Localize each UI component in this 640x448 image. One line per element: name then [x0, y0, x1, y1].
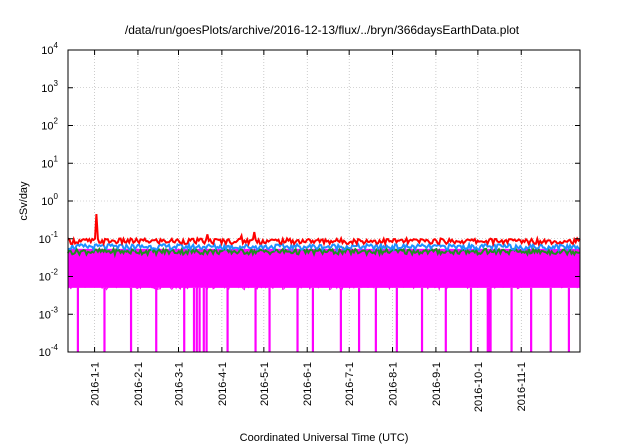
- dropout-bar: [296, 287, 299, 352]
- y-tick-label: 101: [41, 154, 58, 170]
- dropout-bar: [488, 287, 491, 352]
- series-line-path: [67, 241, 581, 253]
- dropout-bar: [395, 287, 398, 352]
- dropout-bar: [195, 287, 198, 352]
- dropout-bar: [311, 287, 315, 352]
- y-tick-label: 10-1: [39, 230, 59, 246]
- x-tick-label: 2016-3-1: [174, 362, 186, 406]
- x-tick-label: 2016-1-1: [90, 362, 102, 406]
- dropout-bar: [469, 287, 473, 352]
- dropout-bar: [76, 287, 79, 352]
- series-line: [67, 241, 581, 253]
- y-tick-label: 100: [41, 192, 58, 208]
- y-axis: 10-4 10-3 10-2 10-1 100 101 102 103 104: [39, 41, 580, 359]
- series-group: [67, 214, 581, 352]
- dropout-bar: [155, 287, 158, 352]
- y-tick-label: 103: [41, 79, 58, 95]
- dropout-bar: [510, 287, 513, 352]
- grid: [68, 49, 580, 353]
- dropout-bar: [357, 287, 361, 352]
- x-tick-label: 2016-8-1: [388, 362, 400, 406]
- series-line: [67, 248, 580, 352]
- dropout-bar: [486, 287, 489, 352]
- dropout-bar: [530, 287, 533, 352]
- x-tick-label: 2016-5-1: [259, 362, 271, 406]
- x-tick-label: 2016-4-1: [217, 362, 229, 406]
- series-line-path: [67, 214, 581, 248]
- dropout-bar: [129, 287, 133, 352]
- x-axis: 2016-1-1 2016-2-1 2016-3-1 2016-4-1 2016-5-1…: [90, 50, 528, 412]
- y-tick-label: 10-2: [39, 268, 59, 284]
- dropout-bar: [268, 287, 271, 352]
- y-tick-label: 10-4: [39, 343, 59, 359]
- dropout-bar: [374, 287, 377, 352]
- y-axis-label: cSv/day: [18, 181, 30, 221]
- dropout-bar: [198, 287, 201, 352]
- series-line: [67, 214, 581, 248]
- x-tick-label: 2016-2-1: [133, 362, 145, 406]
- dropout-bar: [339, 287, 342, 352]
- series-line-path: [67, 245, 581, 259]
- chart-title: /data/run/goesPlots/archive/2016-12-13/f…: [125, 23, 520, 37]
- dropout-bar: [420, 287, 424, 352]
- dropout-bar: [444, 287, 447, 352]
- x-axis-label: Coordinated Universal Time (UTC): [240, 432, 409, 444]
- series-line-floor: [67, 279, 580, 292]
- x-tick-label: 2016-11-1: [516, 362, 528, 411]
- x-tick-label: 2016-9-1: [431, 362, 443, 406]
- x-tick-label: 2016-7-1: [344, 362, 356, 406]
- series-line: [67, 245, 581, 259]
- x-tick-label: 2016-10-1: [473, 362, 485, 412]
- dropout-bar: [254, 287, 257, 352]
- y-tick-label: 104: [41, 41, 58, 57]
- x-tick-label: 2016-6-1: [302, 362, 314, 406]
- dropout-bar: [183, 287, 186, 352]
- dropout-bar: [567, 287, 571, 352]
- y-tick-label: 102: [41, 117, 58, 133]
- dropout-bar: [226, 287, 229, 352]
- dropout-bar: [489, 287, 492, 352]
- dropout-bar: [205, 287, 208, 352]
- dropout-bar: [192, 287, 196, 352]
- dropout-bar: [103, 287, 106, 352]
- dropout-bar: [549, 287, 552, 352]
- dropout-bar: [202, 287, 205, 352]
- y-tick-label: 10-3: [39, 305, 59, 321]
